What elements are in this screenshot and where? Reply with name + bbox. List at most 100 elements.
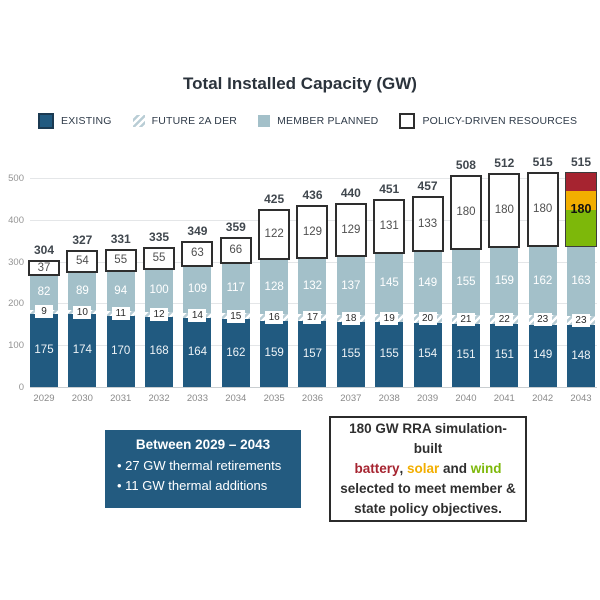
policy-driven-segment [449,175,482,251]
legend: EXISTING FUTURE 2A DER MEMBER PLANNED PO… [38,113,577,129]
der-value-label: 15 [226,309,245,323]
member-value-label: 132 [302,280,323,293]
existing-value-label: 168 [149,345,169,358]
x-axis-year-label: 2030 [71,393,93,404]
solar-highlight: solar [406,461,440,476]
existing-value-label: 148 [571,349,591,362]
policy-value-label: 54 [75,255,89,268]
member-value-label: 145 [379,277,399,290]
member-value-label: 137 [341,279,361,292]
x-axis-year-label: 2043 [570,393,592,404]
der-value-label: 14 [188,309,207,323]
x-axis-year-label: 2034 [225,393,247,404]
x-axis-year-label: 2041 [493,393,515,404]
y-axis-tick-label: 500 [8,173,24,184]
existing-segment [566,325,595,387]
existing-segment [298,321,327,387]
legend-label: FUTURE 2A DER [151,115,238,127]
existing-value-label: 159 [264,347,284,360]
existing-segment [375,322,404,387]
policy-value-label: 180 [570,201,592,216]
policy-value-label: 55 [114,254,128,267]
policy-driven-segment [373,198,406,254]
total-value-label: 457 [417,179,438,194]
existing-value-label: 174 [72,344,92,357]
member-value-label: 89 [75,284,89,297]
existing-segment [490,323,519,387]
wind-highlight: wind [470,461,502,476]
legend-label: POLICY-DRIVEN RESOURCES [422,115,578,127]
member-value-label: 149 [417,276,438,289]
x-axis-year-label: 2031 [110,393,132,404]
existing-value-label: 170 [111,344,131,357]
y-axis-tick-label: 200 [8,298,24,310]
member-value-label: 82 [37,286,51,299]
existing-segment [451,323,480,387]
hatch-swatch-icon [132,115,145,127]
der-value-label: 19 [380,311,399,325]
x-axis-year-label: 2036 [301,393,324,404]
battery-highlight: battery [354,461,400,476]
total-value-label: 327 [72,233,93,248]
existing-value-label: 151 [494,348,514,361]
chart-title: Total Installed Capacity (GW) [183,74,417,93]
existing-swatch-icon [38,113,54,129]
policy-value-label: 129 [302,225,323,238]
member-value-label: 109 [187,283,208,296]
existing-segment [68,314,97,387]
policy-value-label: 180 [533,203,553,216]
existing-value-label: 164 [187,346,208,359]
total-value-label: 349 [187,223,208,238]
existing-segment [336,322,365,387]
member-planned-segment [68,272,97,311]
callout-text-line: 180 GW RRA simulation-built [337,419,519,459]
der-value-label: 9 [35,305,53,319]
existing-segment [145,316,174,387]
total-value-label: 451 [379,181,400,196]
callout-text-line: state policy objectives. [337,499,519,519]
member-value-label: 162 [533,274,553,287]
policy-driven-segment [181,240,214,268]
der-value-label: 23 [533,313,552,327]
solar-segment [565,191,596,210]
member-value-label: 163 [571,274,591,287]
existing-value-label: 162 [226,346,246,359]
policy-driven-segment [219,236,252,265]
x-axis-line [30,387,597,388]
existing-segment [30,313,58,387]
legend-item-future-2a-der: FUTURE 2A DER [132,115,238,127]
total-value-label: 436 [302,188,323,203]
callout-text: selected to meet member & [340,481,516,496]
member-planned-segment [566,247,595,316]
member-value-label: 100 [149,284,169,297]
thermal-changes-callout: Between 2029 – 2043 27 GW thermal retire… [105,430,301,508]
policy-driven-segment [526,172,559,248]
legend-item-existing: EXISTING [38,113,112,129]
der-value-label: 17 [303,311,322,325]
wind-segment [565,209,596,247]
der-value-label: 23 [571,313,590,327]
member-planned-segment [413,251,442,315]
policy-driven-segment [258,209,291,261]
legend-label: MEMBER PLANNED [277,115,379,127]
der-value-label: 20 [418,311,437,325]
existing-value-label: 151 [456,348,476,361]
existing-value-label: 157 [302,347,323,360]
existing-segment [183,318,212,387]
gridline [30,178,597,179]
x-axis-year-label: 2039 [416,393,439,404]
member-planned-segment [183,267,212,313]
callout-bullet: 27 GW thermal retirements [117,458,291,473]
battery-segment [565,173,596,192]
member-planned-segment [221,264,250,313]
existing-value-label: 154 [417,348,438,361]
policy-value-label: 55 [152,251,166,264]
callout-text: state policy objectives. [354,501,502,516]
policy-value-label: 131 [379,219,399,232]
member-planned-segment [451,250,480,316]
existing-segment [260,320,289,387]
existing-value-label: 149 [533,349,553,362]
member-value-label: 155 [456,276,476,289]
policy-value-label: 133 [417,217,438,230]
der-value-label: 16 [265,310,284,324]
